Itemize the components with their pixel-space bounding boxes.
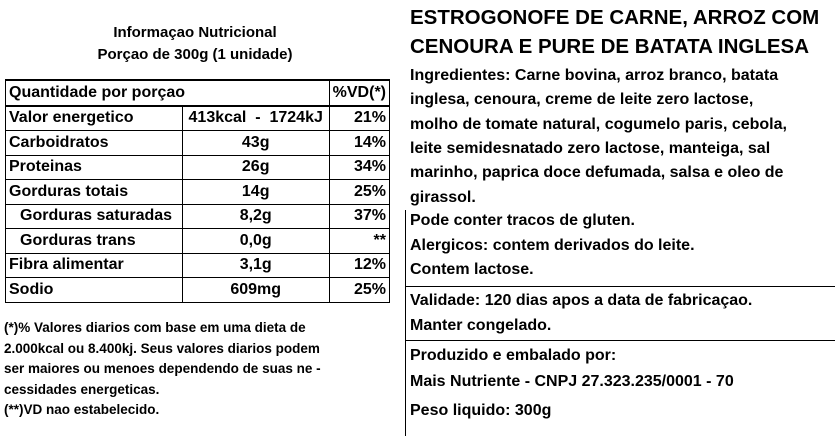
table-cell: Gorduras totais xyxy=(5,179,183,205)
table-row: Carboidratos 43g 14% xyxy=(5,130,391,156)
divider xyxy=(405,340,835,341)
table-cell: Gorduras saturadas xyxy=(5,203,183,229)
table-row: Gorduras trans 0,0g ** xyxy=(5,228,391,254)
ingredients-line: inglesa, cenoura, creme de leite zero la… xyxy=(410,91,754,109)
table-row: Fibra alimentar 3,1g 12% xyxy=(5,252,391,278)
nutrition-table: Quantidade por porçao %VD(*) Valor energ… xyxy=(5,79,391,303)
table-cell: 14% xyxy=(328,130,391,156)
table-cell: Valor energetico xyxy=(5,105,183,131)
table-cell: 25% xyxy=(328,179,391,205)
header-cell: %VD(*) xyxy=(328,79,391,107)
table-header: Quantidade por porçao %VD(*) xyxy=(5,79,391,107)
producer: Mais Nutriente - CNPJ 27.323.235/0001 - … xyxy=(410,373,734,390)
product-title: ESTROGONOFE DE CARNE, ARROZ COM xyxy=(410,6,820,29)
table-cell: 25% xyxy=(328,277,391,303)
net-weight: Peso liquido: 300g xyxy=(410,402,552,419)
divider xyxy=(405,210,406,436)
warning: Pode conter tracos de gluten. xyxy=(410,212,635,229)
table-cell: 14g xyxy=(181,179,330,205)
table-cell: Gorduras trans xyxy=(5,228,183,254)
footnote-line: cessidades energeticas. xyxy=(4,381,160,397)
table-cell: 0,0g xyxy=(181,228,330,254)
product-title: CENOURA E PURE DE BATATA INGLESA xyxy=(410,35,809,58)
footnote-line: ser maiores ou menoes dependendo de suas… xyxy=(4,361,321,376)
storage: Manter congelado. xyxy=(410,316,552,334)
table-cell: 34% xyxy=(328,154,391,180)
table-row: Valor energetico 413kcal - 1724kJ 21% xyxy=(5,105,391,131)
footnote-line: (**)VD nao estabelecido. xyxy=(4,402,160,417)
table-cell: Carboidratos xyxy=(5,130,183,156)
table-cell: Proteinas xyxy=(5,154,183,180)
table-cell: 37% xyxy=(328,203,391,229)
table-cell: 21% xyxy=(328,105,391,131)
table-cell: 43g xyxy=(181,130,330,156)
footnote-line: 2.000kcal ou 8.400kj. Seus valores diari… xyxy=(4,340,320,356)
divider xyxy=(405,286,835,287)
header-cell: Quantidade por porçao xyxy=(5,79,330,107)
ingredients-line: marinho, paprica doce defumada, salsa e … xyxy=(410,164,784,182)
footnote-line: (*)% Valores diarios com base em uma die… xyxy=(4,320,306,335)
warning: Contem lactose. xyxy=(410,261,534,278)
producer: Produzido e embalado por: xyxy=(410,347,617,364)
table-cell: 8,2g xyxy=(181,203,330,229)
nutrition-title: Informaçao Nutricional xyxy=(113,24,277,41)
table-cell: 413kcal - 1724kJ xyxy=(181,105,330,131)
table-cell: Fibra alimentar xyxy=(5,252,183,278)
ingredients-line: leite semidesnatado zero lactose, mantei… xyxy=(410,139,771,157)
ingredients-line: girassol. xyxy=(410,188,476,206)
ingredients-line: Ingredientes: Carne bovina, arroz branco… xyxy=(410,67,779,84)
ingredients-line: molho de tomate natural, cogumelo paris,… xyxy=(410,115,787,133)
table-row: Gorduras saturadas 8,2g 37% xyxy=(5,203,391,229)
table-row: Sodio 609mg 25% xyxy=(5,277,391,303)
table-cell: 12% xyxy=(328,252,391,278)
table-cell: Sodio xyxy=(5,277,183,303)
warning: Alergicos: contem derivados do leite. xyxy=(410,236,695,254)
table-cell: 26g xyxy=(181,154,330,180)
storage: Validade: 120 dias apos a data de fabric… xyxy=(410,292,753,309)
serving: Porçao de 300g (1 unidade) xyxy=(97,46,293,63)
table-cell: 3,1g xyxy=(181,252,330,278)
table-cell: 609mg xyxy=(181,277,330,303)
table-row: Proteinas 26g 34% xyxy=(5,154,391,180)
table-row: Gorduras totais 14g 25% xyxy=(5,179,391,205)
table-cell: ** xyxy=(328,228,391,254)
